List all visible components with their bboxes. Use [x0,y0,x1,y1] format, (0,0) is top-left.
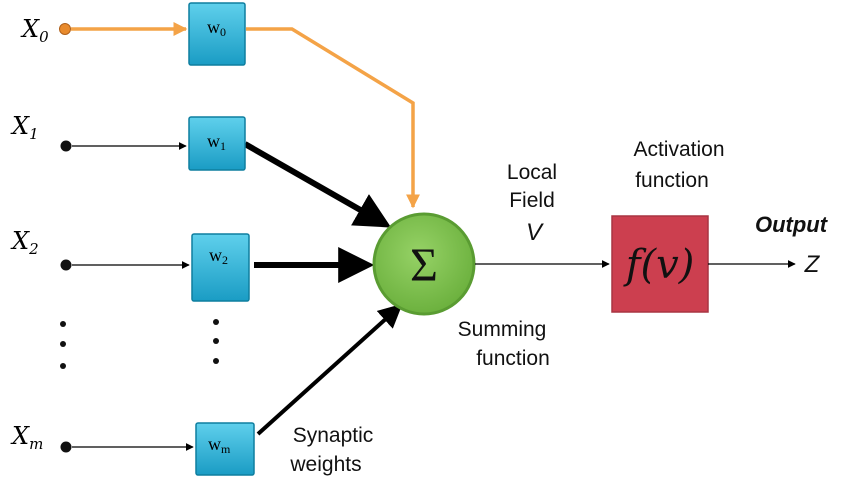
input-node-x1 [60,140,72,152]
input-node-x2 [60,259,72,271]
activation-box [611,215,709,313]
local-field-line1: Local [507,161,557,184]
summing-label-line2: function [476,347,550,370]
input-node-x0 [59,23,71,35]
ellipsis-dots-inputs [60,321,66,369]
weight-label-w2: w2 [209,245,228,267]
weight-label-w1: w1 [207,131,226,153]
activation-label-line1: Activation [633,138,724,161]
synaptic-label-line2: weights [289,453,361,476]
edge-wm-sum [256,303,403,436]
weight-box-w0: w0 [188,2,246,66]
output-label: Output [755,212,829,237]
weight-label-wm: wm [208,434,231,456]
edge-w0-sum [246,27,420,209]
input-label-x0: X0 [20,15,49,46]
weight-label-w0: w0 [207,17,226,39]
ellipsis-dots-weights [213,319,219,364]
sum-symbol: Σ [410,239,438,292]
local-field-symbol: V [526,219,544,246]
local-field-line2: Field [509,189,555,212]
input-label-xm: Xm [10,422,43,453]
weight-box-w1: w1 [188,116,246,171]
weight-box-wm: wm [195,422,255,476]
activation-formula: f(v) [623,242,695,288]
summing-label-line1: Summing [458,318,547,341]
weight-box-w2: w2 [191,233,250,302]
input-label-x2: X2 [10,227,39,258]
synaptic-label-line1: Synaptic [293,424,374,447]
summing-node [372,212,476,316]
input-node-xm [60,441,72,453]
edge-w1-sum [243,141,392,228]
activation-label-line2: function [635,169,709,192]
output-symbol: Z [804,251,821,278]
input-label-x1: X1 [10,112,39,143]
